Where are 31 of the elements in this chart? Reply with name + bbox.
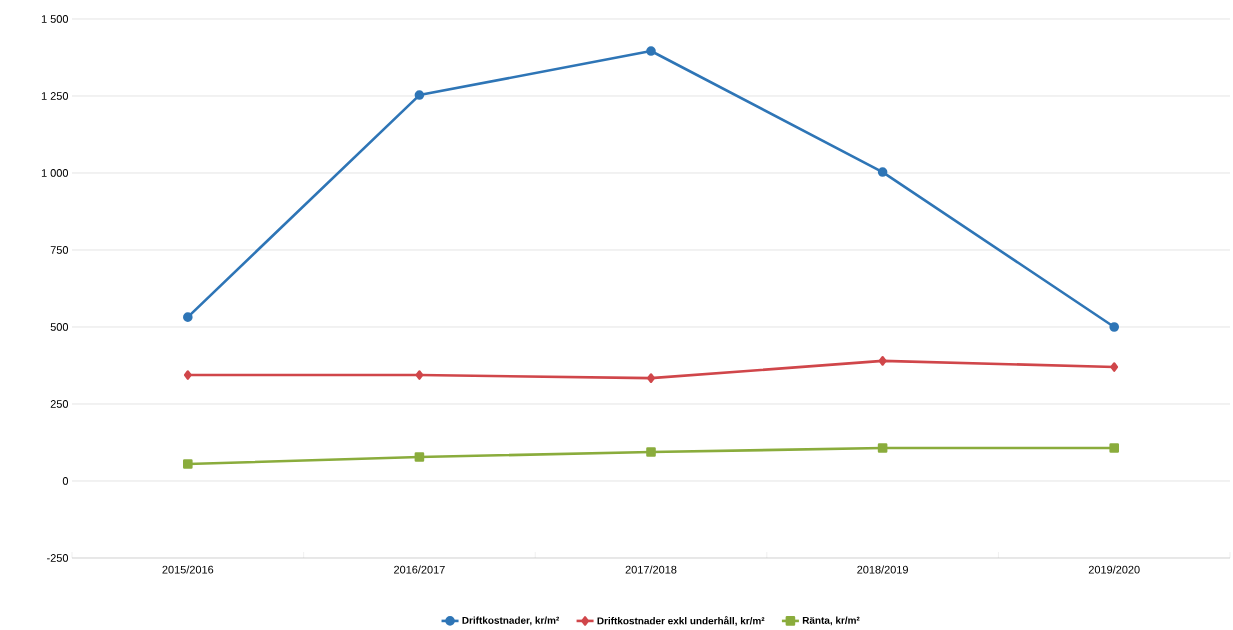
y-tick-label: 750 [50, 246, 69, 254]
x-tick-label: 2016/2017 [394, 565, 445, 574]
point [877, 443, 888, 453]
point [646, 46, 656, 56]
x-tick-label: 2019/2020 [1088, 565, 1140, 574]
point [646, 447, 656, 457]
y-tick-label: 500 [50, 323, 69, 331]
y-tick-label: 1 250 [41, 92, 69, 100]
point [1109, 443, 1120, 453]
y-tick-label: 0 [62, 477, 69, 485]
point [414, 452, 425, 462]
point [878, 356, 887, 366]
point [647, 373, 655, 384]
legend-label: Driftkostnader exkl underhåll, kr/m² [597, 616, 765, 626]
x-tick-label: 2015/2016 [162, 565, 214, 574]
point [415, 370, 424, 380]
x-tick-label: 2017/2018 [625, 565, 677, 574]
legend-label: Ränta, kr/m² [802, 616, 860, 626]
y-tick-label: 250 [50, 400, 69, 408]
point [1110, 362, 1119, 372]
y-tick-label: 1 500 [41, 15, 69, 23]
legend-label: Driftkostnader, kr/m² [462, 616, 560, 626]
point [414, 90, 425, 100]
point [183, 370, 192, 380]
point [183, 312, 193, 323]
point [877, 167, 888, 177]
x-tick-label: 2018/2019 [857, 565, 908, 574]
y-tick-label: -250 [47, 554, 69, 562]
point [183, 459, 193, 469]
point [1109, 322, 1120, 332]
y-tick-label: 1 000 [41, 169, 69, 177]
